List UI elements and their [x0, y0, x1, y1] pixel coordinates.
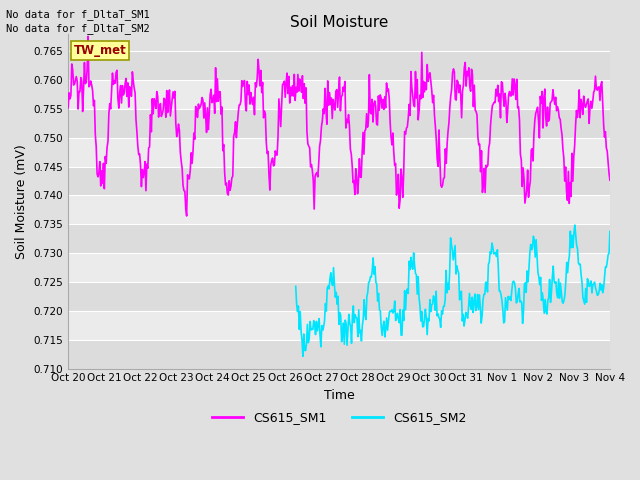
Bar [68, 311, 610, 340]
Title: Soil Moisture: Soil Moisture [290, 15, 388, 30]
Bar [68, 282, 610, 311]
Text: TW_met: TW_met [74, 44, 126, 57]
Legend: CS615_SM1, CS615_SM2: CS615_SM1, CS615_SM2 [207, 406, 471, 429]
Bar [68, 109, 610, 138]
Bar [68, 195, 610, 224]
X-axis label: Time: Time [324, 389, 355, 402]
Bar [68, 253, 610, 282]
Bar [68, 340, 610, 369]
Y-axis label: Soil Moisture (mV): Soil Moisture (mV) [15, 144, 28, 259]
Text: No data for f_DltaT_SM1: No data for f_DltaT_SM1 [6, 9, 150, 20]
Bar [68, 51, 610, 80]
Bar [68, 224, 610, 253]
Bar [68, 138, 610, 167]
Bar [68, 167, 610, 195]
Bar [68, 80, 610, 109]
Text: No data for f_DltaT_SM2: No data for f_DltaT_SM2 [6, 23, 150, 34]
